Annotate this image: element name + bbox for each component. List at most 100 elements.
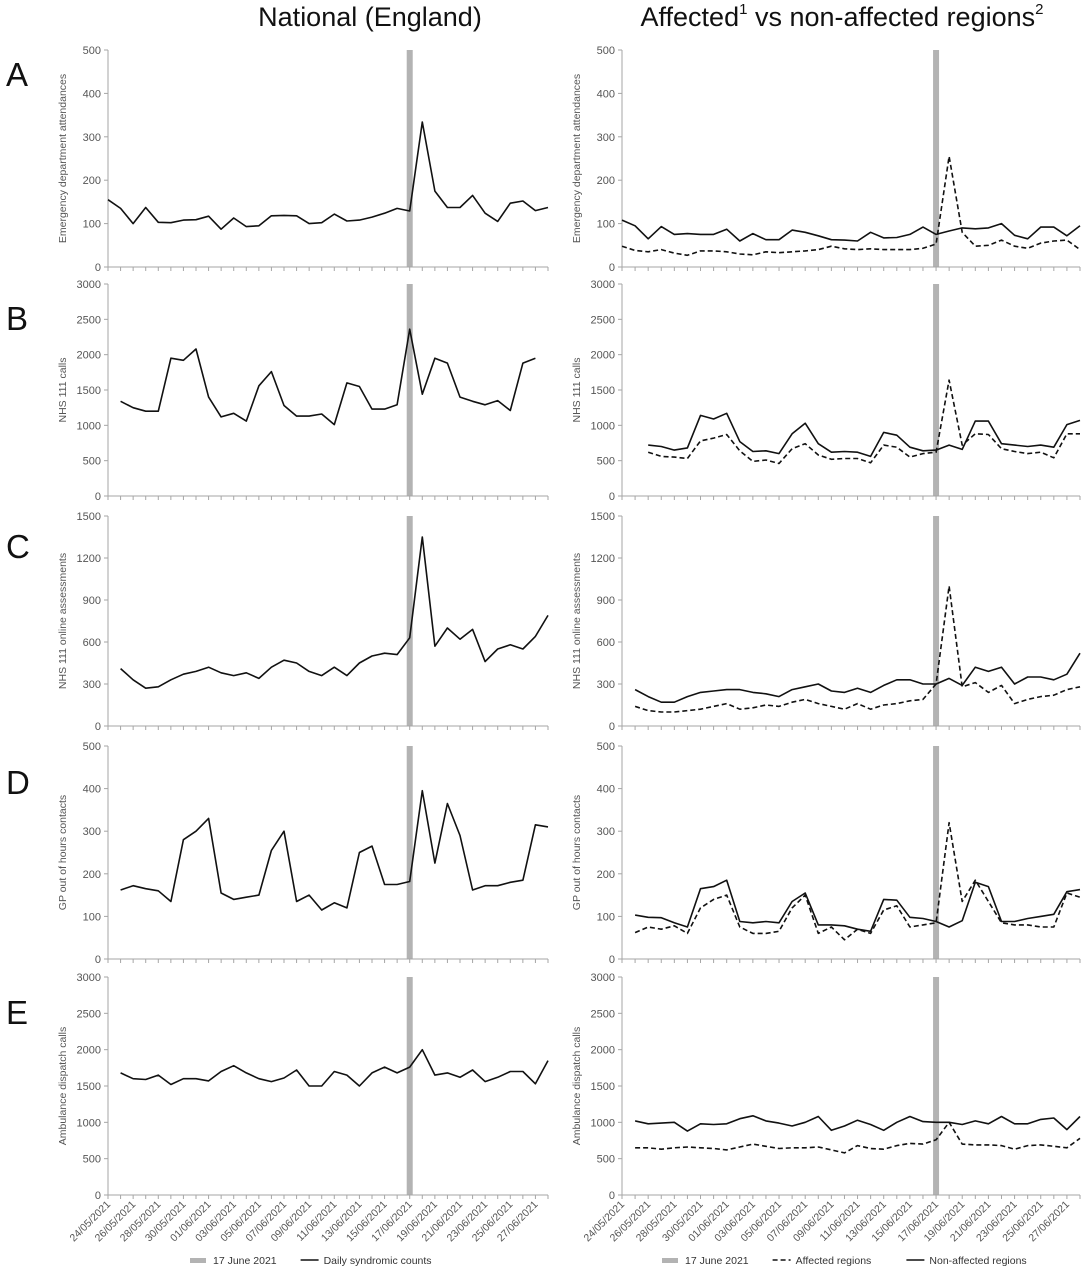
y-tick-label: 400 [83,784,101,796]
legend-item: 17 June 2021 [190,1255,277,1267]
legend-item: Affected regions [772,1255,872,1267]
y-tick-label: 1000 [77,420,101,432]
series-line-daily-syndromic-counts [120,1048,549,1087]
event-marker-bar [406,977,413,1195]
y-tick-label: 2000 [77,1045,101,1057]
y-tick-label: 2500 [591,1008,615,1020]
row-label-a: A [6,56,28,93]
y-tick-label: 200 [83,175,101,187]
y-tick-label: 2500 [591,314,615,326]
regional-heading-part2: vs non-affected regions [747,2,1035,32]
legend-label: Affected regions [796,1255,872,1267]
row-label-c: C [6,528,30,565]
y-tick-label: 300 [597,679,615,691]
footnote-marker-1: 1 [739,1,747,18]
y-tick-label: 500 [83,741,101,753]
y-tick-label: 1200 [77,553,101,565]
y-tick-label: 0 [609,721,615,733]
y-tick-label: 3000 [591,279,615,291]
legend-national: 17 June 2021 Daily syndromic counts [190,1255,432,1267]
y-tick-label: 2000 [591,350,615,362]
y-tick-label: 0 [95,262,101,274]
y-tick-label: 400 [83,88,101,100]
y-axis-label: Ambulance dispatch calls [571,1027,583,1145]
legend-item: Non-affected regions [906,1255,1027,1267]
y-tick-label: 0 [609,1190,615,1202]
y-tick-label: 400 [597,784,615,796]
y-tick-label: 400 [597,88,615,100]
y-tick-label: 0 [95,721,101,733]
y-tick-label: 600 [597,637,615,649]
y-tick-label: 1500 [591,1081,615,1093]
y-tick-label: 2500 [77,1008,101,1020]
y-tick-label: 500 [597,1154,615,1166]
legend-label: Non-affected regions [929,1255,1026,1267]
panel-d-regional: 0 100 200 300 400 500 GP out of hours contacts [571,741,1081,966]
y-axis-label: NHS 111 calls [571,358,583,423]
legend-swatch-event [662,1258,678,1263]
row-label-e: E [6,994,28,1031]
y-tick-label: 500 [83,45,101,57]
y-tick-label: 300 [83,826,101,838]
y-tick-label: 300 [83,679,101,691]
y-tick-label: 1200 [591,553,615,565]
y-tick-label: 100 [597,911,615,923]
y-axis-label: NHS 111 online assessments [57,553,69,689]
y-tick-label: 0 [609,262,615,274]
series-line-affected-regions [634,585,1081,713]
series-line-affected-regions [647,379,1080,465]
panel-a-regional: 0 100 200 300 400 500 Emergency department att… [571,45,1081,274]
y-tick-label: 1500 [77,385,101,397]
series-line-non-affected-regions [634,652,1081,703]
y-tick-label: 1500 [77,511,101,523]
y-tick-label: 300 [83,132,101,144]
panel-e-national: 0 500 1000 1500 2000 2500 3000 Ambulance dispat… [57,972,549,1244]
event-marker-bar [933,50,940,267]
panel-b-national: 0 500 1000 1500 2000 2500 3000 NHS 111 calls [57,279,549,503]
y-tick-label: 300 [597,826,615,838]
y-tick-label: 900 [597,595,615,607]
series-line-non-affected-regions [648,412,1081,458]
y-axis-label: NHS 111 online assessments [571,553,583,689]
y-tick-label: 0 [95,491,101,503]
regional-heading: Affected1 vs non-affected regions2 [641,1,1044,32]
y-tick-label: 1000 [591,1117,615,1129]
y-tick-label: 500 [83,456,101,468]
y-tick-label: 500 [597,741,615,753]
series-line-non-affected-regions [634,1115,1081,1132]
event-marker-bar [406,516,413,726]
y-tick-label: 100 [597,219,615,231]
panel-d-national: 0 100 200 300 400 500 GP out of hours contacts [57,741,549,966]
panel-c-national: 0 300 600 900 1200 1500 NHS 111 online assessm… [57,511,549,733]
y-tick-label: 1000 [591,420,615,432]
y-tick-label: 3000 [77,279,101,291]
y-tick-label: 200 [597,869,615,881]
y-tick-label: 2000 [77,350,101,362]
legend-label: 17 June 2021 [685,1255,749,1267]
legend-regional: 17 June 2021 Affected regions Non-affected… [662,1255,1027,1267]
series-line-affected-regions [621,155,1081,257]
y-axis-label: Emergency department attendances [571,74,583,243]
legend-label: 17 June 2021 [213,1255,277,1267]
chart-panels: 0 100 200 300 400 500 Emergency department att… [57,45,1081,1244]
event-marker-bar [933,746,940,959]
y-tick-label: 3000 [591,972,615,984]
y-tick-label: 1500 [591,385,615,397]
series-line-non-affected-regions [621,219,1081,242]
y-axis-label: GP out of hours contacts [571,795,583,910]
legend-swatch-event [190,1258,206,1263]
y-tick-label: 1500 [77,1081,101,1093]
event-marker-bar [933,516,940,726]
regional-heading-part1: Affected [641,2,740,32]
y-tick-label: 100 [83,911,101,923]
panel-a-national: 0 100 200 300 400 500 Emergency department att… [57,45,549,274]
y-tick-label: 1500 [591,511,615,523]
series-line-daily-syndromic-counts [120,536,549,689]
event-marker-bar [406,50,413,267]
y-tick-label: 600 [83,637,101,649]
legend-item: Daily syndromic counts [300,1255,432,1267]
event-marker-bar [406,746,413,959]
panel-c-regional: 0 300 600 900 1200 1500 NHS 111 online assessm… [571,511,1081,733]
y-tick-label: 2500 [77,314,101,326]
y-tick-label: 100 [83,219,101,231]
